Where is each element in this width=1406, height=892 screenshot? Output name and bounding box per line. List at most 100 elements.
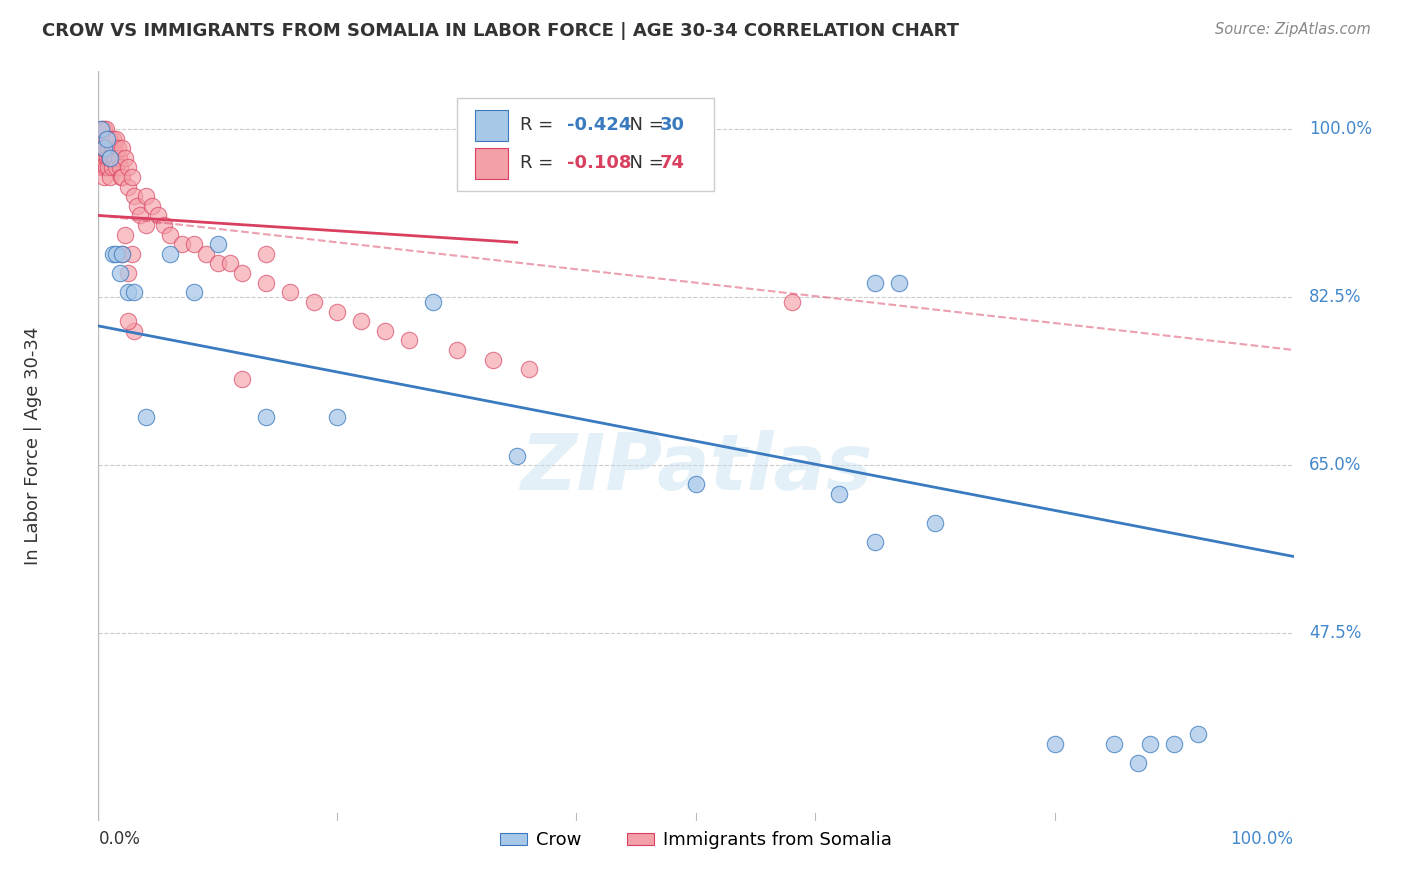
Point <box>90 161 112 175</box>
Point <box>103 141 125 155</box>
Point <box>90 122 112 136</box>
Point <box>94 141 117 155</box>
Point <box>96 131 118 145</box>
Point <box>111 141 134 155</box>
Point <box>105 131 128 145</box>
Point <box>780 294 803 309</box>
Point <box>96 131 118 145</box>
Point <box>153 218 176 232</box>
Point <box>326 304 349 318</box>
Point <box>117 266 139 280</box>
FancyBboxPatch shape <box>475 148 509 179</box>
Point <box>108 161 131 175</box>
Point <box>135 189 157 203</box>
Point <box>101 247 124 261</box>
Text: R =: R = <box>520 117 560 135</box>
Text: -0.108: -0.108 <box>567 154 631 172</box>
Point <box>98 151 121 165</box>
Point <box>100 161 122 175</box>
Point <box>117 285 139 300</box>
Point <box>89 151 111 165</box>
Text: 0.0%: 0.0% <box>98 830 141 848</box>
Point <box>97 161 120 175</box>
Point <box>148 209 170 223</box>
Point <box>97 141 120 155</box>
Point <box>207 237 229 252</box>
Point <box>231 372 253 386</box>
Point <box>350 314 373 328</box>
Point <box>93 122 115 136</box>
Point <box>183 237 205 252</box>
Point <box>98 131 121 145</box>
Point <box>121 247 143 261</box>
Text: ZIPatlas: ZIPatlas <box>520 431 872 507</box>
Text: Source: ZipAtlas.com: Source: ZipAtlas.com <box>1215 22 1371 37</box>
Point <box>93 141 115 155</box>
Point <box>117 161 139 175</box>
Point <box>98 151 122 165</box>
FancyBboxPatch shape <box>475 110 509 141</box>
Point <box>1163 737 1185 751</box>
Point <box>302 294 325 309</box>
Point <box>374 324 396 338</box>
Point <box>104 151 127 165</box>
Point <box>100 141 122 155</box>
Point <box>110 169 132 184</box>
Point <box>865 535 887 549</box>
Point <box>105 161 128 175</box>
Point <box>1043 737 1066 751</box>
Point <box>94 161 117 175</box>
Point <box>231 266 253 280</box>
Point <box>141 199 163 213</box>
Point <box>685 477 707 491</box>
Point <box>98 151 122 165</box>
Point <box>111 247 134 261</box>
Point <box>135 410 157 425</box>
Point <box>159 247 181 261</box>
Point <box>91 122 114 136</box>
Point <box>96 151 118 165</box>
Point <box>124 324 146 338</box>
Point <box>90 131 112 145</box>
Point <box>278 285 301 300</box>
Point <box>254 410 277 425</box>
Point <box>114 227 136 242</box>
Text: 30: 30 <box>661 117 685 135</box>
Point <box>101 131 124 145</box>
Text: -0.424: -0.424 <box>567 117 631 135</box>
Point <box>101 151 124 165</box>
Point <box>254 247 277 261</box>
Text: 47.5%: 47.5% <box>1309 624 1361 642</box>
Point <box>422 294 444 309</box>
Point <box>828 487 851 501</box>
Point <box>481 352 505 367</box>
Point <box>121 169 143 184</box>
FancyBboxPatch shape <box>457 97 714 191</box>
Text: 82.5%: 82.5% <box>1309 288 1361 306</box>
Point <box>114 151 136 165</box>
Point <box>506 449 529 463</box>
Text: N =: N = <box>619 154 669 172</box>
Text: 100.0%: 100.0% <box>1309 120 1372 138</box>
Point <box>924 516 946 530</box>
Text: CROW VS IMMIGRANTS FROM SOMALIA IN LABOR FORCE | AGE 30-34 CORRELATION CHART: CROW VS IMMIGRANTS FROM SOMALIA IN LABOR… <box>42 22 959 40</box>
Point <box>219 256 242 270</box>
Point <box>172 237 194 252</box>
Point <box>107 141 129 155</box>
Point <box>207 256 229 270</box>
Point <box>517 362 540 376</box>
Point <box>1128 756 1150 770</box>
Point <box>111 247 134 261</box>
Point <box>107 151 129 165</box>
Point <box>93 141 115 155</box>
Point <box>117 314 139 328</box>
Point <box>124 285 146 300</box>
Point <box>91 141 114 155</box>
Point <box>446 343 468 357</box>
Point <box>105 247 128 261</box>
Point <box>398 334 420 348</box>
Point <box>195 247 218 261</box>
Point <box>125 199 148 213</box>
Point <box>326 410 349 425</box>
Point <box>108 266 131 280</box>
